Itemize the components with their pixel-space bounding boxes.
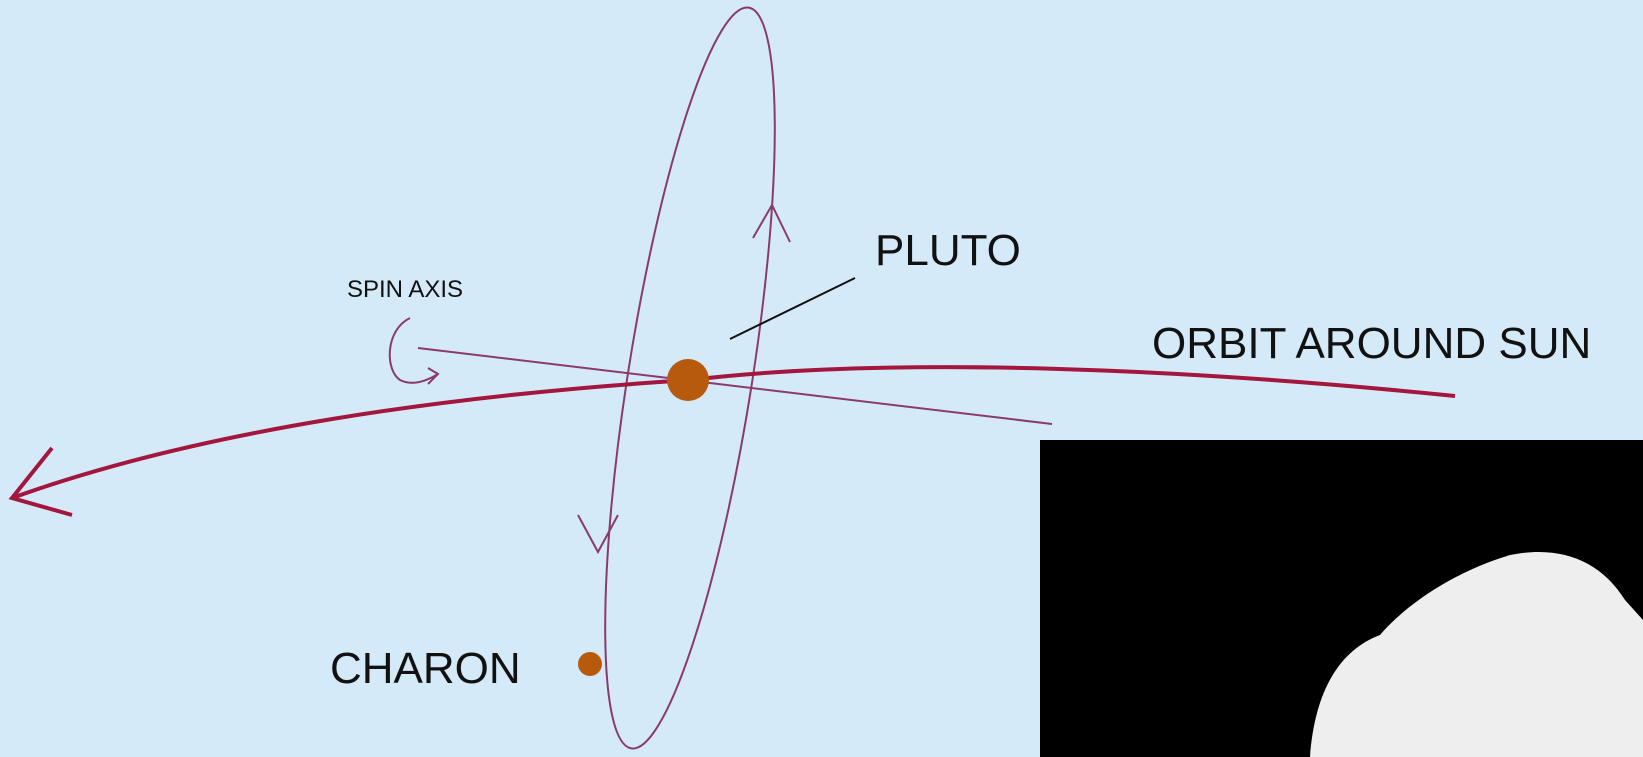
pluto-dot [667,359,709,401]
charon-label: CHARON [330,644,521,693]
pluto-leader [729,277,856,340]
orbit-arrow-up [752,202,791,243]
spin-axis-line [417,347,1053,425]
pluto-label: PLUTO [875,226,1021,275]
orbit-label: ORBIT AROUND SUN [1152,319,1591,368]
sun-orbit-arrowhead [8,446,73,517]
pluto-photo [1310,552,1643,757]
spin-axis-label: SPIN AXIS [347,276,463,303]
orbit-arrow-down [577,514,619,555]
spin-arrow [388,317,439,384]
charon-dot [578,652,602,676]
spin-arrowhead [427,367,440,385]
